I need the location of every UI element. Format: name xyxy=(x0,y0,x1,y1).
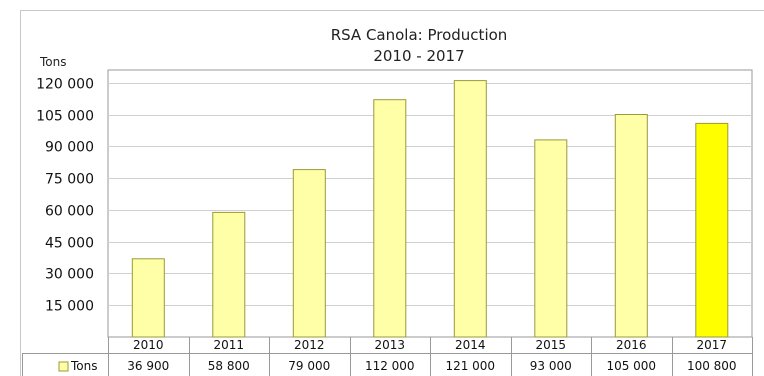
y-tick-label: 120 000 xyxy=(36,77,94,93)
data-table-value: 58 800 xyxy=(208,359,250,373)
chart-title: RSA Canola: Production xyxy=(331,26,508,44)
y-tick-label: 30 000 xyxy=(45,267,94,283)
y-tick-label: 45 000 xyxy=(45,236,94,252)
y-tick-label: 60 000 xyxy=(45,204,94,220)
x-tick-label: 2016 xyxy=(616,338,647,352)
bar xyxy=(453,80,487,338)
bar xyxy=(614,114,648,338)
data-table-value: 79 000 xyxy=(288,359,330,373)
chart-subtitle: 2010 - 2017 xyxy=(373,47,464,65)
data-table-value: 121 000 xyxy=(445,359,495,373)
bar xyxy=(292,169,326,338)
gridlines xyxy=(107,69,753,338)
data-table-value: 93 000 xyxy=(530,359,572,373)
bar xyxy=(534,139,568,338)
legend-swatch xyxy=(58,361,69,372)
bar xyxy=(373,99,407,338)
x-tick-label: 2011 xyxy=(213,338,244,352)
y-tick-label: 75 000 xyxy=(45,172,94,188)
x-tick-label: 2015 xyxy=(535,338,566,352)
y-tick-label: 105 000 xyxy=(36,109,94,125)
y-tick-label: 90 000 xyxy=(45,140,94,156)
bar xyxy=(212,211,246,338)
y-axis-ticks: 15 000 30 000 45 000 60 000 75 000 90 000 105 … xyxy=(36,77,94,315)
bars xyxy=(131,80,729,338)
plot-area xyxy=(107,69,753,338)
data-table: 2010 36 900 2011 58 800 2012 79 000 2013 112 00… xyxy=(22,337,753,376)
legend-label: Tons xyxy=(70,359,98,373)
data-table-value: 112 000 xyxy=(365,359,415,373)
x-tick-label: 2013 xyxy=(374,338,405,352)
bar xyxy=(131,258,165,338)
data-table-value: 105 000 xyxy=(606,359,656,373)
data-table-value: 100 800 xyxy=(687,359,737,373)
bar xyxy=(695,122,729,338)
y-axis-label: Tons xyxy=(39,55,67,69)
x-tick-label: 2017 xyxy=(696,338,727,352)
x-tick-label: 2010 xyxy=(133,338,164,352)
x-tick-label: 2014 xyxy=(455,338,486,352)
x-tick-label: 2012 xyxy=(294,338,325,352)
y-tick-label: 15 000 xyxy=(45,299,94,315)
data-table-value: 36 900 xyxy=(127,359,169,373)
